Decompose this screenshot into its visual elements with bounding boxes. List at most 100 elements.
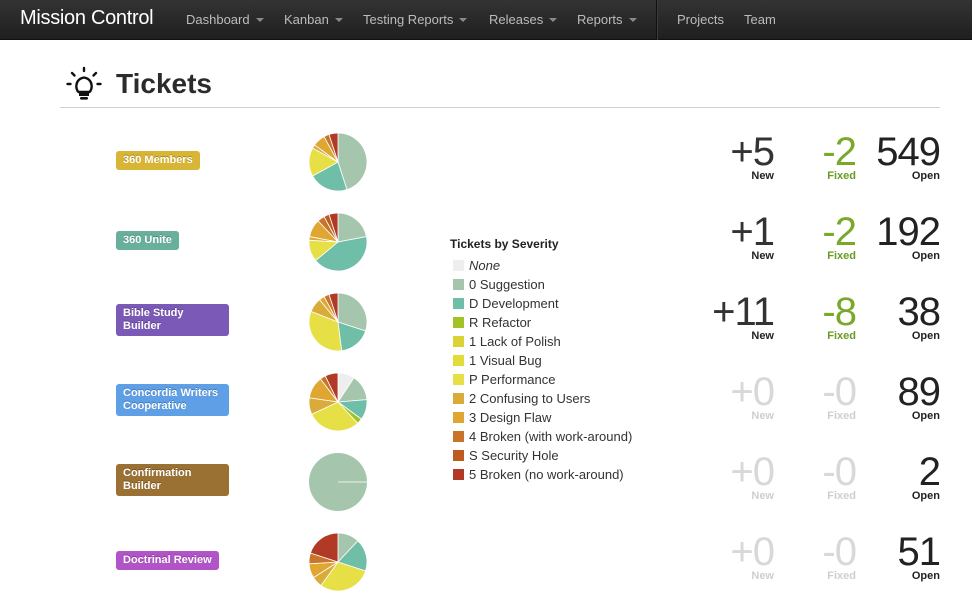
severity-pie-doctrinal-review[interactable]	[308, 532, 368, 592]
stat-open-value: 51	[897, 530, 941, 574]
stat-fixed-value: -0	[822, 370, 857, 414]
page-title: Tickets	[116, 68, 212, 99]
legend-swatch	[453, 412, 464, 423]
legend-item: P Performance	[450, 372, 670, 391]
stat-fixed-value: -0	[822, 530, 857, 574]
legend-swatch	[453, 355, 464, 366]
legend-label: 1 Lack of Polish	[469, 334, 561, 349]
legend-label: None	[469, 258, 501, 273]
project-label-360-unite[interactable]: 360 Unite	[116, 231, 179, 250]
nav-releases[interactable]: Releases	[489, 12, 558, 27]
stat-new-value: +0	[730, 370, 775, 414]
severity-pie-concordia-writers-cooperative[interactable]	[308, 372, 368, 432]
stat-fixed: -8 Fixed	[822, 290, 857, 342]
top-navbar: Mission Control Dashboard Kanban Testing…	[0, 0, 972, 40]
nav-projects[interactable]: Projects	[677, 12, 724, 27]
legend-item: 0 Suggestion	[450, 277, 670, 296]
stat-new-caption: New	[751, 250, 774, 262]
legend-swatch	[453, 298, 464, 309]
legend-swatch	[453, 317, 464, 328]
chevron-down-icon	[334, 17, 343, 22]
legend-label: 3 Design Flaw	[469, 410, 552, 425]
severity-pie-360-unite[interactable]	[308, 212, 368, 272]
brand-logo[interactable]: Mission Control	[20, 7, 154, 29]
legend-swatch	[453, 279, 464, 290]
lightbulb-icon	[66, 66, 102, 100]
legend-label: P Performance	[469, 372, 556, 387]
legend-swatch	[453, 374, 464, 385]
nav-dashboard[interactable]: Dashboard	[186, 12, 264, 27]
legend-label: 2 Confusing to Users	[469, 391, 591, 406]
stat-new-value: +0	[730, 450, 775, 494]
severity-pie-bible-study-builder[interactable]	[308, 292, 368, 352]
nav-projects-label: Projects	[677, 12, 724, 27]
nav-kanban-label: Kanban	[284, 12, 329, 27]
chevron-down-icon	[628, 17, 637, 22]
stat-fixed-caption: Fixed	[827, 330, 856, 342]
stat-new: +11 New	[712, 290, 775, 342]
stat-new: +1 New	[730, 210, 775, 262]
stat-new-value: +1	[730, 210, 775, 254]
legend-label: S Security Hole	[469, 448, 559, 463]
legend-item: None	[450, 258, 670, 277]
stat-fixed: -2 Fixed	[822, 210, 857, 262]
stat-open: 38 Open	[898, 292, 941, 342]
stat-open-value: 192	[876, 210, 941, 254]
stat-new-value: +11	[712, 290, 775, 334]
stat-new: +0 New	[730, 532, 775, 582]
stat-new: +0 New	[730, 450, 775, 502]
nav-testing-reports[interactable]: Testing Reports	[363, 12, 468, 27]
stat-fixed-caption: Fixed	[827, 570, 856, 582]
nav-reports[interactable]: Reports	[577, 12, 637, 27]
stat-open: 192 Open	[876, 210, 941, 262]
nav-kanban[interactable]: Kanban	[284, 12, 343, 27]
nav-team[interactable]: Team	[744, 12, 776, 27]
legend-item: 1 Visual Bug	[450, 353, 670, 372]
stat-new-value: +5	[730, 130, 775, 174]
nav-reports-label: Reports	[577, 12, 623, 27]
pie-slice	[324, 372, 339, 403]
pie-slice	[309, 532, 339, 563]
stat-fixed-value: -2	[822, 130, 857, 174]
stat-fixed-value: -2	[822, 210, 857, 254]
legend-label: R Refactor	[469, 315, 532, 330]
pie-slice	[337, 292, 368, 332]
stat-open: 549 Open	[876, 132, 941, 182]
nav-dashboard-label: Dashboard	[186, 12, 250, 27]
stat-open: 51 Open	[898, 532, 941, 582]
stat-fixed-caption: Fixed	[827, 250, 856, 262]
stat-open-value: 2	[918, 450, 941, 494]
chevron-down-icon	[549, 17, 558, 22]
legend-swatch	[453, 393, 464, 404]
stat-fixed: -2 Fixed	[822, 130, 857, 182]
stat-open-caption: Open	[911, 490, 940, 502]
stat-open-caption: Open	[911, 570, 940, 582]
chevron-down-icon	[255, 17, 264, 22]
project-label-bible-study-builder[interactable]: Bible Study Builder	[116, 304, 229, 336]
project-label-concordia-writers-cooperative[interactable]: Concordia Writers Cooperative	[116, 384, 229, 416]
legend-item: R Refactor	[450, 315, 670, 334]
pie-slice	[337, 132, 368, 191]
legend-label: D Development	[469, 296, 559, 311]
pie-slice	[320, 561, 367, 592]
project-label-doctrinal-review[interactable]: Doctrinal Review	[116, 551, 219, 570]
legend-label: 1 Visual Bug	[469, 353, 542, 368]
stat-fixed-value: -8	[822, 290, 857, 334]
stat-fixed: -0 Fixed	[822, 452, 857, 502]
stat-fixed-caption: Fixed	[827, 490, 856, 502]
stat-open-caption: Open	[911, 330, 940, 342]
legend-label: 5 Broken (no work-around)	[469, 467, 624, 482]
legend-item: 2 Confusing to Users	[450, 391, 670, 410]
nav-testing-reports-label: Testing Reports	[363, 12, 454, 27]
nav-team-label: Team	[744, 12, 776, 27]
stat-new-caption: New	[751, 170, 774, 182]
legend-item: S Security Hole	[450, 448, 670, 467]
pie-slice	[308, 310, 343, 352]
project-label-360-members[interactable]: 360 Members	[116, 151, 200, 170]
pie-slice	[337, 212, 367, 243]
legend-label: 4 Broken (with work-around)	[469, 429, 633, 444]
stat-fixed: -0 Fixed	[822, 370, 857, 422]
severity-pie-360-members[interactable]	[308, 132, 368, 192]
project-label-confirmation-builder[interactable]: Confirmation Builder	[116, 464, 229, 496]
severity-pie-confirmation-builder[interactable]	[308, 452, 368, 512]
